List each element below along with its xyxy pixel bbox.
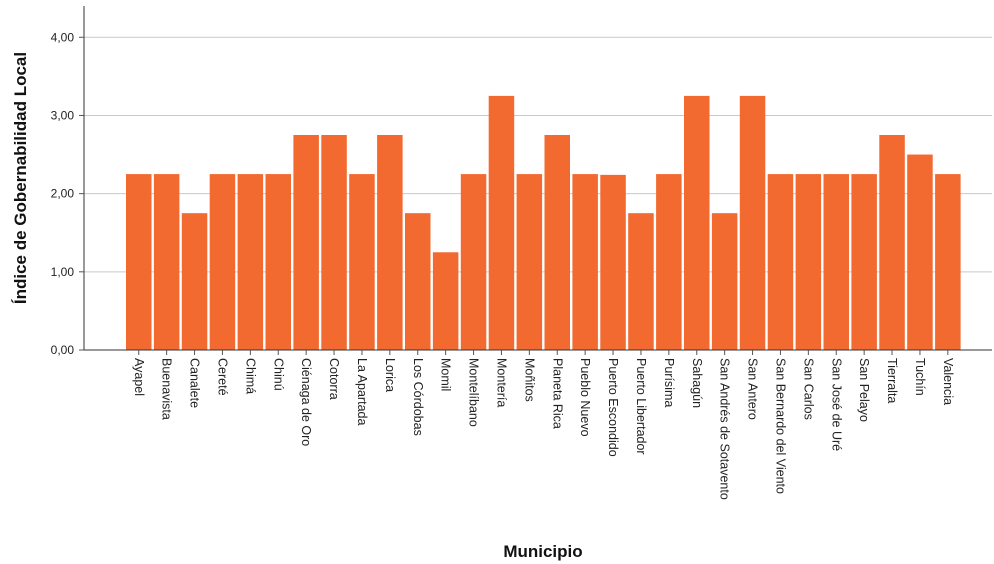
x-tick-label: San Andrés de Sotavento: [718, 358, 732, 500]
x-tick-label: Canalete: [188, 358, 202, 408]
x-tick-label: Montelíbano: [467, 358, 481, 427]
x-tick-label: Tierralta: [885, 358, 899, 403]
y-tick-label: 2,00: [51, 187, 75, 201]
y-axis-title: Índice de Gobernabilidad Local: [11, 52, 30, 304]
bar: [907, 154, 933, 350]
bar: [628, 213, 654, 350]
y-tick-labels: 0,00 1,00 2,00 3,00 4,00: [51, 30, 84, 357]
bar: [181, 213, 208, 350]
bar: [711, 213, 738, 350]
y-tick-label: 3,00: [51, 108, 75, 122]
x-axis-title: Municipio: [503, 542, 582, 561]
x-tick-label: Purísima: [662, 358, 676, 407]
x-tick-label: Momil: [439, 358, 453, 391]
bar: [153, 174, 180, 350]
x-tick-label: Planeta Rica: [550, 358, 564, 429]
bar: [349, 174, 375, 350]
x-tick-labels: Ayapel Buenavista Canalete Cereté Chimá Chinú…: [132, 350, 955, 500]
x-tick-label: Puerto Escondido: [606, 358, 620, 457]
y-tick-label: 4,00: [51, 30, 75, 44]
x-tick-label: Pueblo Nuevo: [578, 358, 592, 437]
x-tick-label: Valencia: [941, 358, 955, 405]
x-tick-label: San José de Uré: [829, 358, 843, 451]
x-tick-label: San Bernardo del Viento: [773, 358, 787, 494]
x-tick-label: Ciénaga de Oro: [299, 358, 313, 446]
bar: [572, 174, 598, 350]
bar: [767, 174, 794, 350]
bar: [377, 135, 403, 350]
x-tick-label: Cereté: [215, 358, 229, 396]
bar: [321, 135, 347, 350]
y-tick-label: 1,00: [51, 265, 75, 279]
bar: [516, 174, 543, 350]
bar: [126, 174, 152, 350]
y-tick-label: 0,00: [51, 343, 75, 357]
bar: [600, 174, 626, 350]
axes: [83, 6, 992, 351]
x-tick-label: Puerto Libertador: [634, 358, 648, 455]
x-tick-label: Buenavista: [160, 358, 174, 420]
bar: [405, 213, 431, 350]
bar: [823, 174, 849, 350]
bars: [126, 95, 961, 350]
bar: [237, 174, 264, 350]
x-tick-label: Tuchín: [913, 358, 927, 396]
bar: [488, 95, 515, 350]
bar: [293, 135, 319, 350]
bar: [209, 174, 236, 350]
bar: [851, 174, 877, 350]
bar: [879, 135, 905, 350]
bar: [795, 174, 822, 350]
x-tick-label: San Antero: [746, 358, 760, 420]
bar: [460, 174, 487, 350]
bar: [544, 135, 570, 350]
x-tick-label: Lorica: [383, 358, 397, 392]
x-tick-label: San Carlos: [801, 358, 815, 420]
bar: [935, 174, 961, 350]
x-tick-label: Ayapel: [132, 358, 146, 396]
bar: [265, 174, 291, 350]
x-tick-label: Sahagún: [690, 358, 704, 408]
x-tick-label: Cotorra: [327, 358, 341, 400]
bar: [656, 174, 682, 350]
x-tick-label: La Apartada: [355, 358, 369, 425]
bar: [739, 95, 766, 350]
x-tick-label: Los Córdobas: [411, 358, 425, 436]
bar: [432, 252, 459, 350]
x-tick-label: Chimá: [243, 358, 257, 394]
x-tick-label: Moñitos: [522, 358, 536, 402]
x-tick-label: San Pelayo: [857, 358, 871, 422]
bar: [684, 95, 710, 350]
x-tick-label: Montería: [494, 358, 508, 407]
x-tick-label: Chinú: [271, 358, 285, 391]
